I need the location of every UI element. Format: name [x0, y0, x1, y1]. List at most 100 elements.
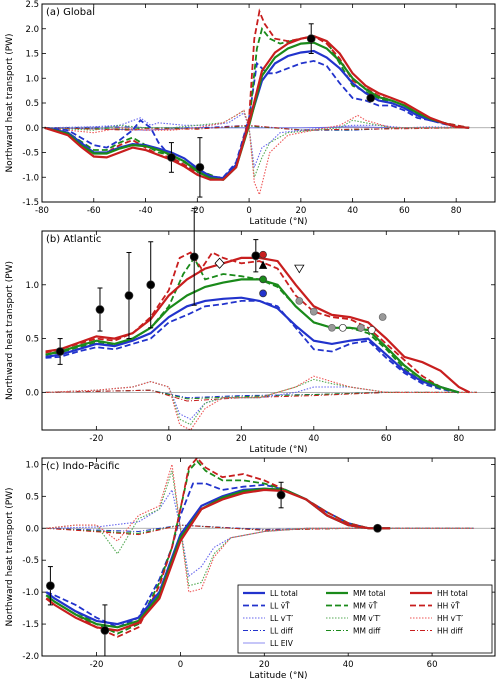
obs-point — [95, 305, 105, 314]
obs-point — [55, 347, 65, 356]
obs-point — [251, 251, 261, 261]
series-lines — [45, 251, 477, 430]
legend-entry-mm-total: MM total — [326, 589, 385, 598]
obs-point — [295, 297, 304, 305]
series-ll-total — [45, 296, 460, 394]
obs-triangle-up — [258, 260, 268, 269]
y-tick-label: 1.0 — [25, 281, 39, 291]
x-tick-label: 0 — [178, 660, 183, 670]
y-tick-label: -0.5 — [22, 556, 39, 566]
obs-diamond — [214, 257, 225, 269]
legend-label: LL EIV — [270, 639, 294, 648]
obs-point — [259, 250, 267, 259]
x-tick-label: 40 — [308, 434, 319, 444]
observations — [55, 207, 387, 365]
y-tick-label: 0.0 — [25, 524, 39, 534]
y-tick-label: 1.0 — [25, 74, 39, 84]
x-axis: -20 0 20 40 60 80 Latitude (°N) — [89, 231, 464, 455]
x-axis-label: Latitude (°N) — [249, 671, 307, 681]
x-tick-label: 60 — [381, 434, 392, 444]
x-tick-label: 60 — [399, 206, 410, 216]
x-tick-label: 20 — [236, 434, 247, 444]
series-mm-total — [44, 41, 470, 181]
legend-label: HH v′T′ — [437, 614, 463, 623]
x-tick-label: -20 — [89, 434, 103, 444]
legend-label: MM v′T′ — [353, 614, 381, 623]
series-mm-v-t — [45, 256, 460, 394]
legend-label: HH diff — [437, 627, 464, 636]
obs-point — [259, 289, 267, 298]
y-axis-label: Northward heat transport (PW) — [5, 261, 15, 400]
legend-entry-mm-v-t: MM v′T′ — [326, 614, 381, 623]
x-tick-label: -40 — [139, 206, 153, 216]
y-tick-label: 0.0 — [25, 124, 39, 134]
series-ll-v-t — [45, 300, 459, 394]
y-tick-label: 0.5 — [25, 492, 39, 502]
series-ll-v-t — [45, 381, 477, 420]
y-tick-label: -0.5 — [22, 149, 39, 159]
legend: LL total LL v̄T̄ LL v′T′ LL diff LL EIV MM to… — [237, 584, 493, 654]
series-lines — [44, 8, 470, 197]
legend-label: LL v′T′ — [270, 614, 293, 623]
series-hh-total — [45, 488, 391, 632]
x-tick-label: 80 — [453, 434, 464, 444]
series-hh-v-t — [45, 375, 477, 430]
legend-label: LL diff — [270, 627, 294, 636]
panel-title: (c) Indo-Pacific — [46, 461, 120, 472]
legend-entry-ll-total: LL total — [243, 589, 298, 598]
x-tick-label: 20 — [295, 206, 306, 216]
series-ll-v-t — [44, 112, 470, 168]
obs-point — [366, 93, 376, 103]
x-tick-label: -60 — [87, 206, 101, 216]
obs-point — [189, 252, 199, 262]
legend-label: HH v̄T̄ — [437, 601, 460, 610]
obs-point — [309, 307, 318, 316]
series-mm-v-t — [46, 470, 474, 587]
legend-entry-hh-v-t: HH v′T′ — [410, 614, 463, 623]
obs-point — [124, 291, 134, 300]
x-tick-label: -80 — [35, 206, 49, 216]
x-axis-label: Latitude (°N) — [249, 445, 307, 455]
x-axis: -20 0 20 40 60 Latitude (°N) — [90, 458, 437, 681]
observations — [46, 481, 382, 657]
panel-b-atlantic: -20 0 20 40 60 80 Latitude (°N) 0.0 0.5 1.0 Northw… — [5, 207, 496, 455]
obs-point — [195, 163, 205, 172]
x-tick-label: -20 — [190, 206, 204, 216]
series-hh-v-t — [46, 464, 474, 593]
legend-label: MM diff — [353, 627, 381, 636]
series-ll-v-t — [45, 482, 391, 629]
legend-entry-ll-v-t: LL v′T′ — [243, 614, 293, 623]
panel-title: (a) Global — [46, 7, 95, 18]
y-axis-label: Northward heat transport (PW) — [5, 487, 15, 626]
y-tick-label: -1.0 — [22, 588, 39, 598]
obs-triangle-down — [294, 264, 305, 274]
plot-frame — [41, 457, 496, 657]
panel-c-indo-pacific: -20 0 20 40 60 Latitude (°N) -2.0 -1.5 -1.0 -0.5 0… — [5, 457, 496, 681]
obs-point — [146, 280, 156, 290]
series-mm-v-t — [44, 26, 470, 181]
obs-point — [100, 626, 110, 635]
legend-entry-ll-eiv: LL EIV — [243, 639, 294, 648]
obs-point — [357, 323, 365, 332]
legend-label: MM v̄T̄ — [353, 601, 378, 610]
x-tick-label: 0 — [246, 206, 251, 216]
legend-entry-mm-diff: MM diff — [326, 627, 381, 636]
y-tick-label: -1.5 — [22, 198, 39, 208]
x-axis-label: Latitude (°N) — [249, 217, 307, 227]
x-tick-label: -20 — [90, 660, 104, 670]
y-tick-label: 0.5 — [25, 335, 39, 345]
series-mm-v-t — [44, 109, 470, 178]
x-tick-label: 40 — [343, 660, 354, 670]
x-tick-label: 20 — [259, 660, 270, 670]
legend-label: LL total — [270, 589, 298, 598]
y-tick-label: -1.0 — [22, 173, 39, 183]
legend-entry-hh-total: HH total — [410, 589, 468, 598]
y-axis: 0.0 0.5 1.0 Northward heat transport (PW) — [5, 261, 495, 400]
legend-entry-ll-diff: LL diff — [243, 627, 294, 636]
x-tick-label: 0 — [166, 434, 171, 444]
legend-entry-mm-v-t: MM v̄T̄ — [326, 601, 378, 611]
obs-point — [276, 490, 286, 500]
y-axis: -1.5 -1.0 -0.5 0.0 0.5 1.0 1.5 2.0 2.5 Northward … — [5, 0, 495, 208]
obs-point — [378, 313, 387, 321]
